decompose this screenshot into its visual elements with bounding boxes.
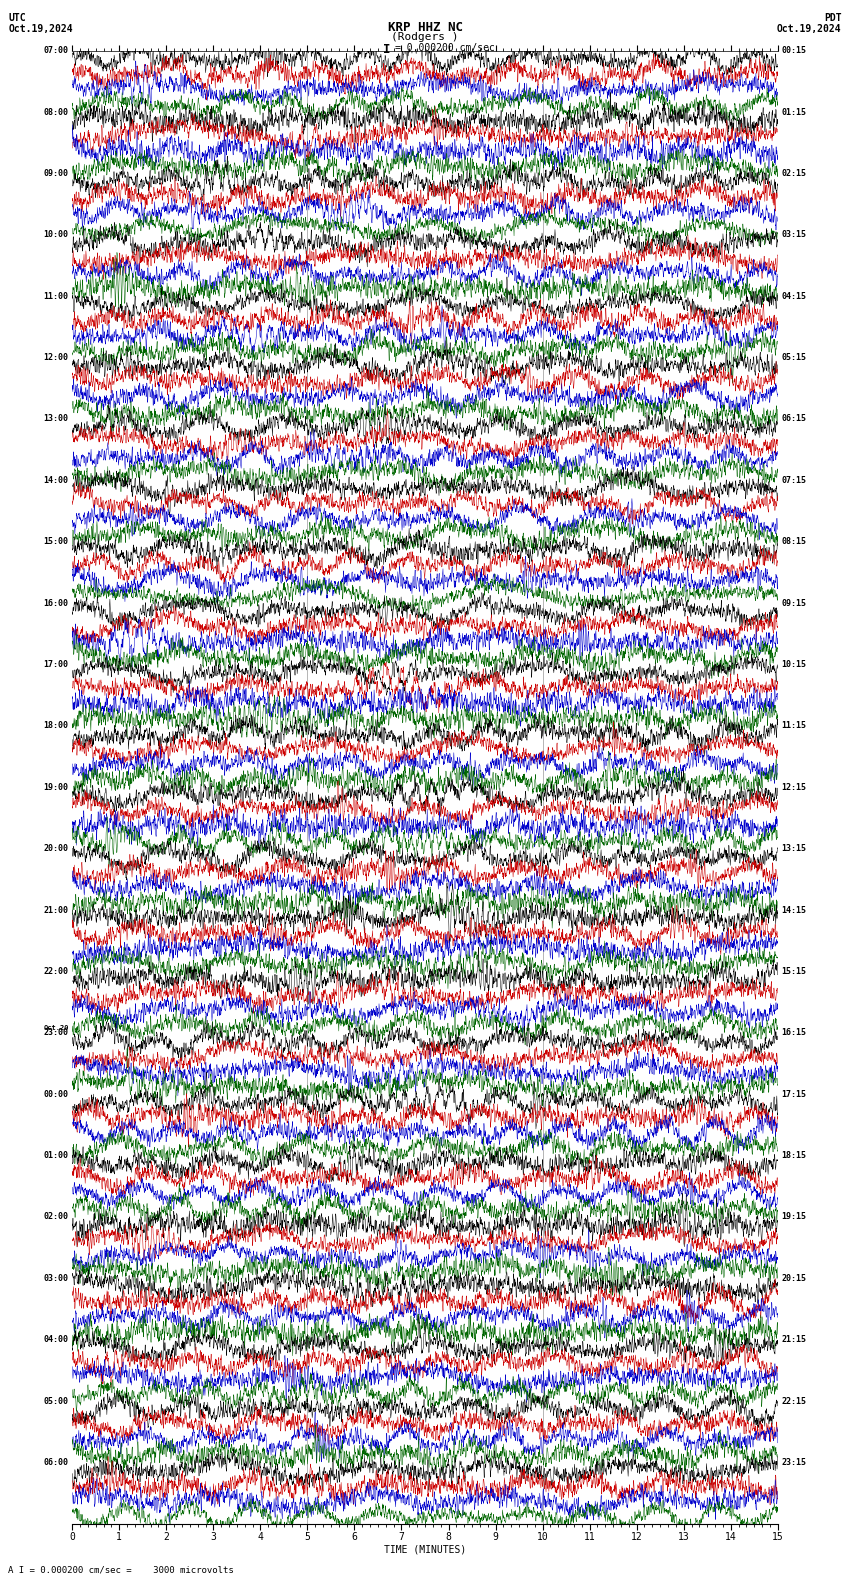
Text: 13:15: 13:15 (781, 844, 807, 854)
Text: 16:15: 16:15 (781, 1028, 807, 1038)
Text: 13:00: 13:00 (43, 415, 69, 423)
Text: 04:00: 04:00 (43, 1335, 69, 1345)
Text: 06:00: 06:00 (43, 1457, 69, 1467)
Text: 21:00: 21:00 (43, 906, 69, 914)
Text: (Rodgers ): (Rodgers ) (391, 32, 459, 41)
Text: 20:00: 20:00 (43, 844, 69, 854)
Text: 23:00: 23:00 (43, 1028, 69, 1038)
Text: 23:15: 23:15 (781, 1457, 807, 1467)
Text: 21:15: 21:15 (781, 1335, 807, 1345)
Text: 10:15: 10:15 (781, 661, 807, 668)
Text: 08:00: 08:00 (43, 108, 69, 117)
Text: 01:00: 01:00 (43, 1152, 69, 1159)
Text: KRP HHZ NC: KRP HHZ NC (388, 21, 462, 33)
Text: 16:00: 16:00 (43, 599, 69, 608)
Text: 07:00: 07:00 (43, 46, 69, 55)
Text: 01:15: 01:15 (781, 108, 807, 117)
Text: 07:15: 07:15 (781, 475, 807, 485)
Text: A I = 0.000200 cm/sec =    3000 microvolts: A I = 0.000200 cm/sec = 3000 microvolts (8, 1565, 235, 1574)
Text: 03:15: 03:15 (781, 230, 807, 239)
Text: 22:00: 22:00 (43, 966, 69, 976)
Text: 02:15: 02:15 (781, 169, 807, 177)
Text: 09:15: 09:15 (781, 599, 807, 608)
Text: I: I (383, 43, 390, 55)
Text: 14:00: 14:00 (43, 475, 69, 485)
Text: 05:00: 05:00 (43, 1397, 69, 1405)
Text: = 0.000200 cm/sec: = 0.000200 cm/sec (395, 43, 495, 52)
Text: 12:15: 12:15 (781, 782, 807, 792)
Text: 03:00: 03:00 (43, 1274, 69, 1283)
Text: Oct.19,2024: Oct.19,2024 (8, 24, 73, 33)
Text: 00:15: 00:15 (781, 46, 807, 55)
Text: 08:15: 08:15 (781, 537, 807, 546)
Text: 06:15: 06:15 (781, 415, 807, 423)
Text: 20:15: 20:15 (781, 1274, 807, 1283)
Text: 22:15: 22:15 (781, 1397, 807, 1405)
Text: 17:15: 17:15 (781, 1090, 807, 1099)
Text: Oct.20: Oct.20 (43, 1025, 69, 1031)
Text: 19:00: 19:00 (43, 782, 69, 792)
Text: 09:00: 09:00 (43, 169, 69, 177)
Text: 04:15: 04:15 (781, 291, 807, 301)
X-axis label: TIME (MINUTES): TIME (MINUTES) (384, 1544, 466, 1555)
Text: 14:15: 14:15 (781, 906, 807, 914)
Text: 11:00: 11:00 (43, 291, 69, 301)
Text: 10:00: 10:00 (43, 230, 69, 239)
Text: 05:15: 05:15 (781, 353, 807, 363)
Text: 18:00: 18:00 (43, 721, 69, 730)
Text: 18:15: 18:15 (781, 1152, 807, 1159)
Text: 15:00: 15:00 (43, 537, 69, 546)
Text: 00:00: 00:00 (43, 1090, 69, 1099)
Text: PDT: PDT (824, 13, 842, 22)
Text: 15:15: 15:15 (781, 966, 807, 976)
Text: UTC: UTC (8, 13, 26, 22)
Text: 19:15: 19:15 (781, 1212, 807, 1221)
Text: 12:00: 12:00 (43, 353, 69, 363)
Text: 11:15: 11:15 (781, 721, 807, 730)
Text: Oct.19,2024: Oct.19,2024 (777, 24, 842, 33)
Text: 17:00: 17:00 (43, 661, 69, 668)
Text: 02:00: 02:00 (43, 1212, 69, 1221)
